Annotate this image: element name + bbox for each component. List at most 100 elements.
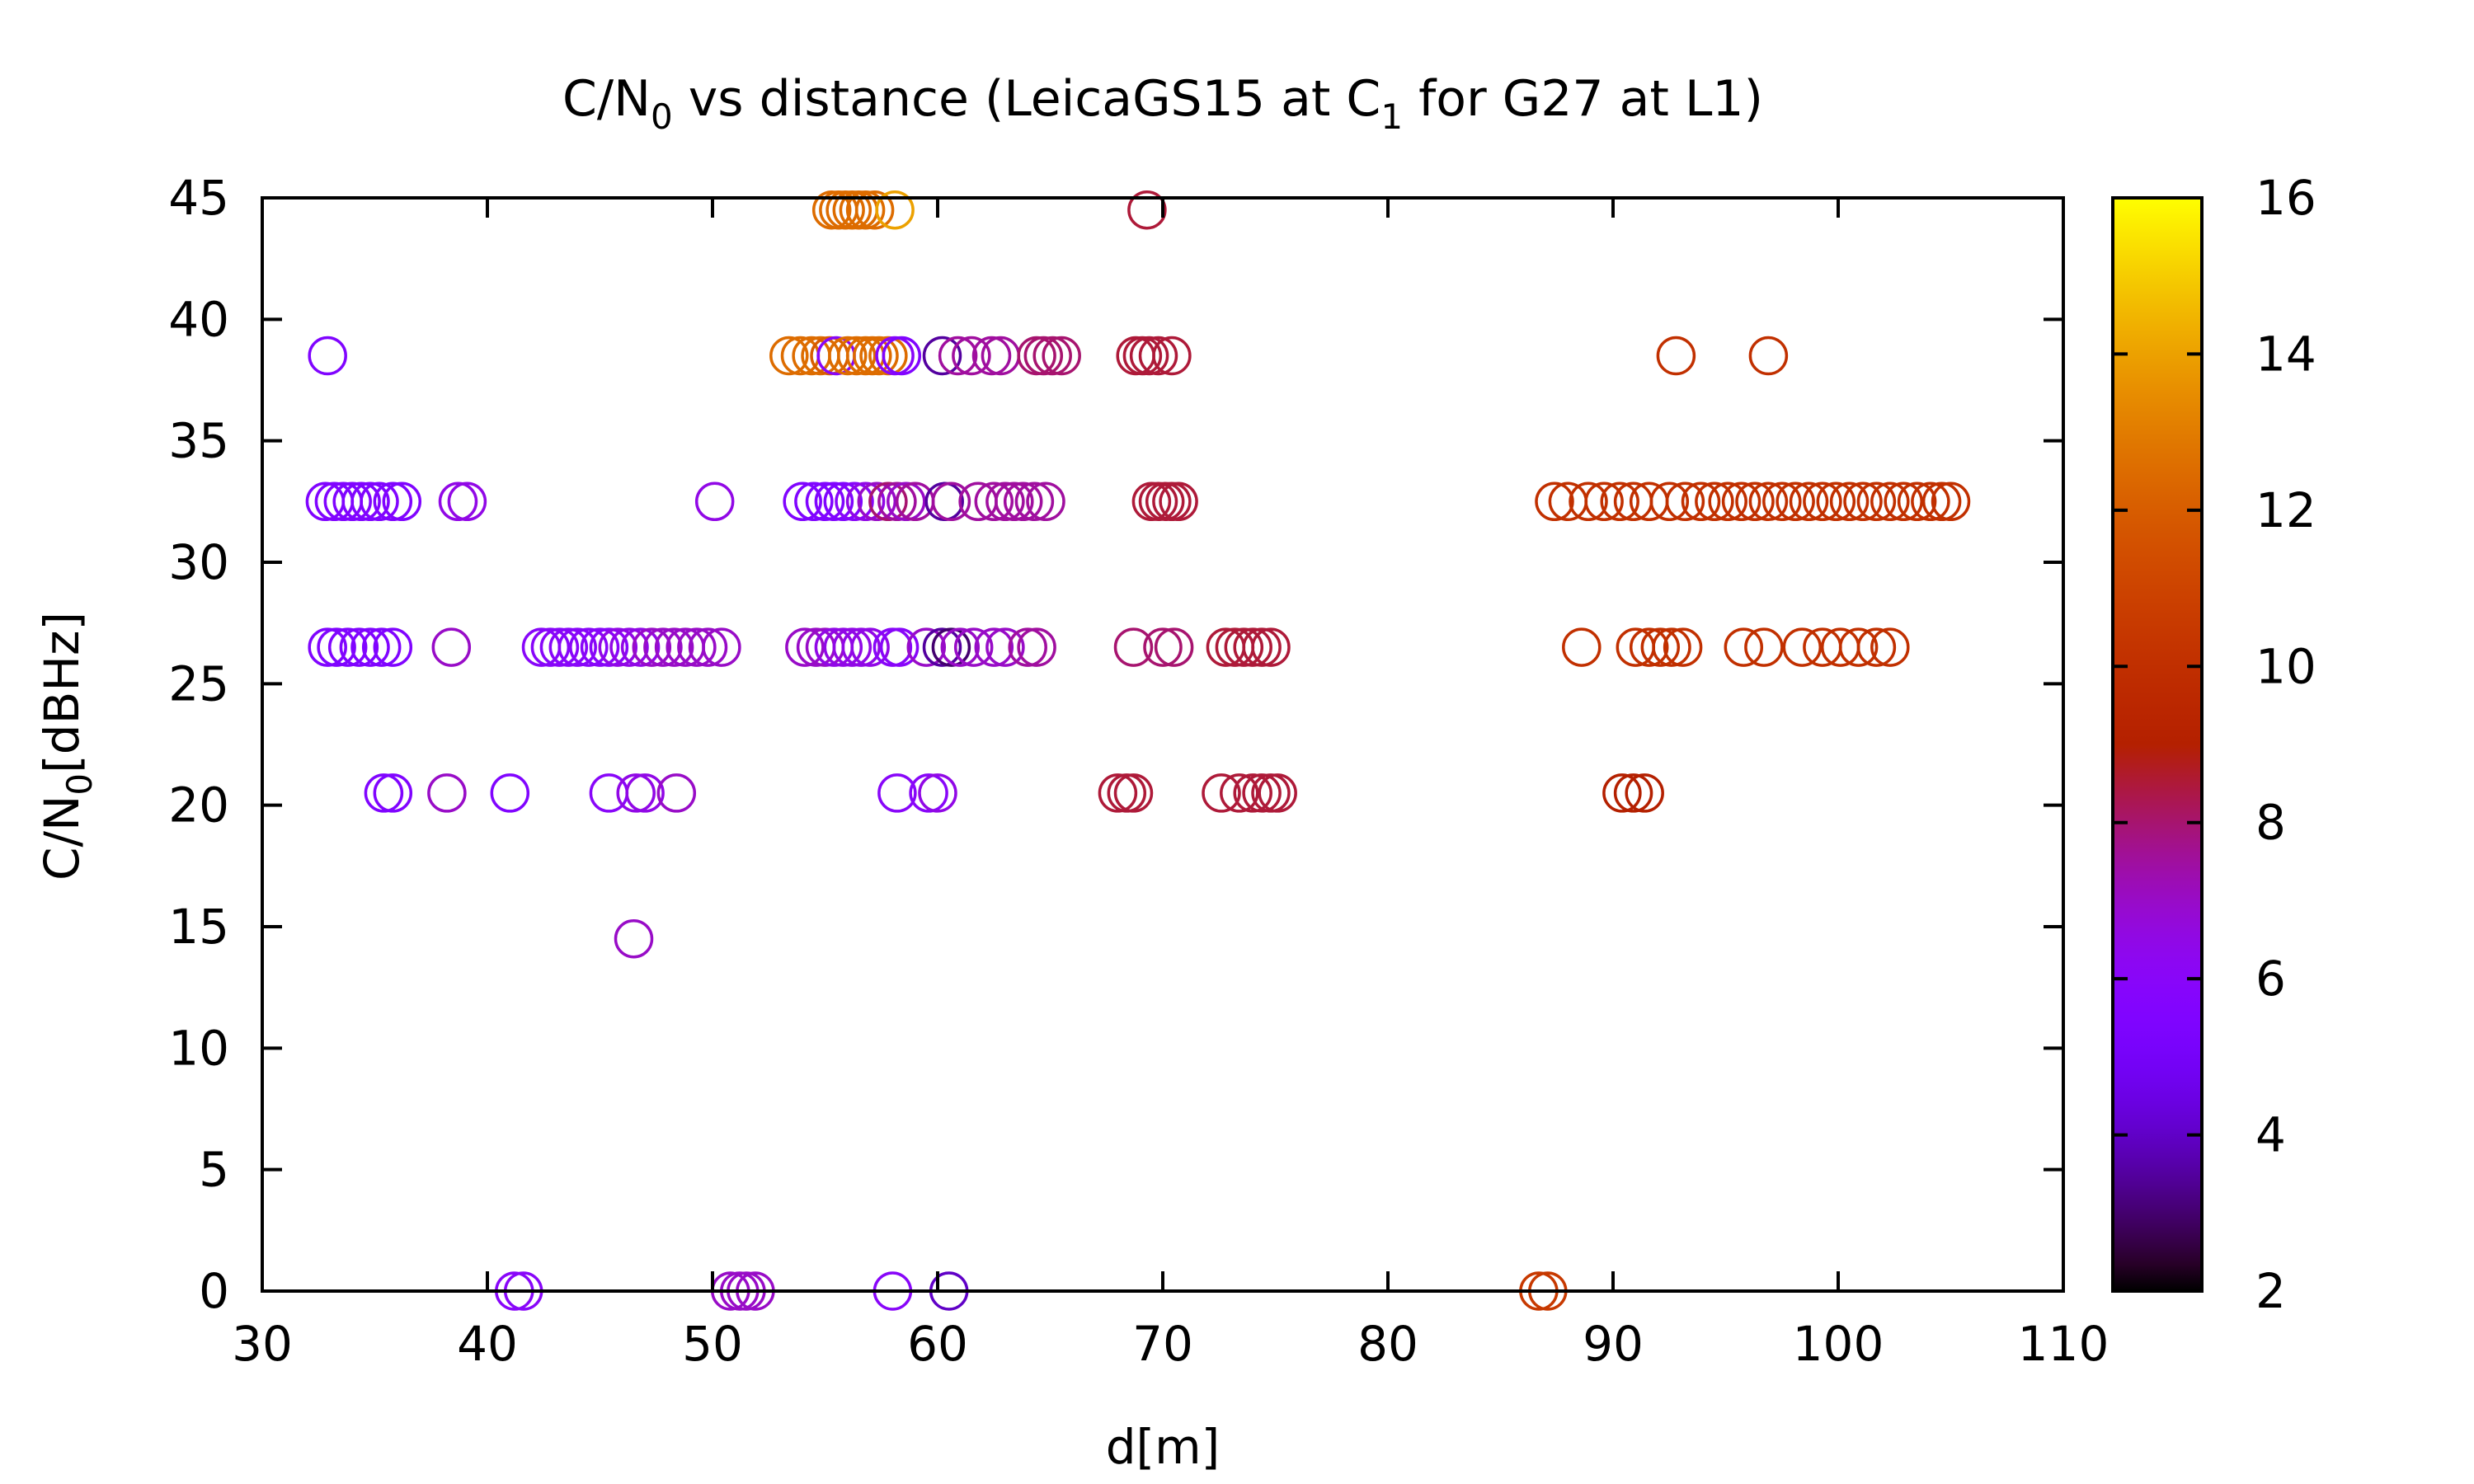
data-point xyxy=(1026,481,1065,522)
data-point xyxy=(1233,627,1272,667)
data-point xyxy=(1856,481,1897,522)
data-point xyxy=(1838,627,1879,667)
x-tick-label: 110 xyxy=(2018,1316,2109,1372)
data-point xyxy=(1023,336,1064,376)
axis-ticks: 30 40 50 60 70 80 90 100 110 0 5 10 15 20 25 30 35 40 45 xyxy=(168,170,2109,1372)
data-point xyxy=(931,481,971,522)
colorbar xyxy=(2111,196,2204,1293)
data-point xyxy=(1776,481,1815,522)
data-point xyxy=(1202,773,1241,813)
data-point xyxy=(431,627,472,667)
data-point xyxy=(1629,481,1669,522)
data-point xyxy=(1242,773,1282,813)
data-point xyxy=(580,627,620,667)
data-point xyxy=(1613,773,1653,813)
data-point xyxy=(845,481,886,522)
y-tick-label: 5 xyxy=(199,1142,229,1198)
data-point xyxy=(854,190,895,230)
y-axis-label: C/N0[dBHz] xyxy=(34,612,100,881)
data-point xyxy=(1640,627,1681,667)
data-point xyxy=(953,627,994,667)
y-tick-label: 40 xyxy=(168,291,229,347)
colorbar-tick-label: 12 xyxy=(2255,482,2316,538)
data-point xyxy=(823,481,863,522)
data-point xyxy=(1220,773,1259,813)
data-point xyxy=(438,481,478,522)
data-point xyxy=(373,773,413,813)
data-point xyxy=(877,773,917,813)
data-point xyxy=(875,190,915,230)
data-point xyxy=(317,627,356,667)
y-tick-label: 20 xyxy=(168,777,229,834)
data-points xyxy=(305,190,1971,1311)
data-point xyxy=(1258,773,1297,813)
data-point xyxy=(694,481,735,522)
data-point xyxy=(490,773,530,813)
data-point xyxy=(1602,773,1642,813)
y-tick-label: 30 xyxy=(168,534,229,590)
data-point xyxy=(805,481,845,522)
data-point xyxy=(1138,336,1178,376)
data-point xyxy=(794,481,834,522)
y-tick-label: 10 xyxy=(168,1020,229,1076)
data-point xyxy=(308,336,347,376)
data-point xyxy=(539,627,580,667)
data-point xyxy=(632,627,672,667)
data-point xyxy=(981,336,1021,376)
data-point xyxy=(373,481,413,522)
y-tick-label: 25 xyxy=(168,655,229,711)
data-point xyxy=(1014,481,1055,522)
data-point xyxy=(308,627,347,667)
data-point xyxy=(1562,627,1602,667)
data-point xyxy=(1762,481,1802,522)
data-point xyxy=(1143,627,1183,667)
data-point xyxy=(974,627,1014,667)
data-point xyxy=(974,481,1014,522)
y-tick-label: 0 xyxy=(199,1263,229,1319)
colorbar-tick-label: 10 xyxy=(2255,638,2316,694)
data-point xyxy=(1870,481,1910,522)
data-point xyxy=(1782,627,1823,667)
data-point xyxy=(823,627,863,667)
data-point xyxy=(1721,481,1761,522)
data-point xyxy=(332,481,372,522)
data-point xyxy=(850,627,890,667)
data-point xyxy=(1649,481,1690,522)
data-point xyxy=(995,481,1034,522)
x-tick-label: 100 xyxy=(1793,1316,1884,1372)
data-point xyxy=(1744,627,1784,667)
data-point xyxy=(373,627,413,667)
x-tick-label: 70 xyxy=(1132,1316,1193,1372)
data-point xyxy=(836,336,877,376)
data-point xyxy=(327,627,368,667)
data-point xyxy=(350,627,390,667)
colorbar-tick-label: 16 xyxy=(2255,170,2316,226)
data-point xyxy=(1152,336,1192,376)
data-point xyxy=(918,773,957,813)
data-point xyxy=(1803,481,1842,522)
data-point xyxy=(1224,627,1264,667)
data-point xyxy=(814,481,854,522)
data-point xyxy=(1663,627,1703,667)
data-point xyxy=(382,481,422,522)
data-point xyxy=(1884,481,1923,522)
data-point xyxy=(1708,481,1747,522)
data-point xyxy=(906,627,947,667)
data-point xyxy=(1829,481,1870,522)
data-point xyxy=(1003,481,1043,522)
data-point xyxy=(1584,481,1624,522)
data-point xyxy=(940,627,981,667)
data-point xyxy=(548,627,589,667)
data-point xyxy=(1625,773,1664,813)
data-point xyxy=(785,627,825,667)
data-point xyxy=(1748,336,1789,376)
data-point xyxy=(1748,481,1789,522)
data-point xyxy=(1032,336,1072,376)
data-point xyxy=(971,336,1012,376)
data-point xyxy=(1159,481,1198,522)
data-point xyxy=(1695,481,1734,522)
data-point xyxy=(1569,481,1608,522)
data-point xyxy=(557,627,597,667)
data-point xyxy=(447,481,487,522)
x-tick-label: 60 xyxy=(907,1316,968,1372)
